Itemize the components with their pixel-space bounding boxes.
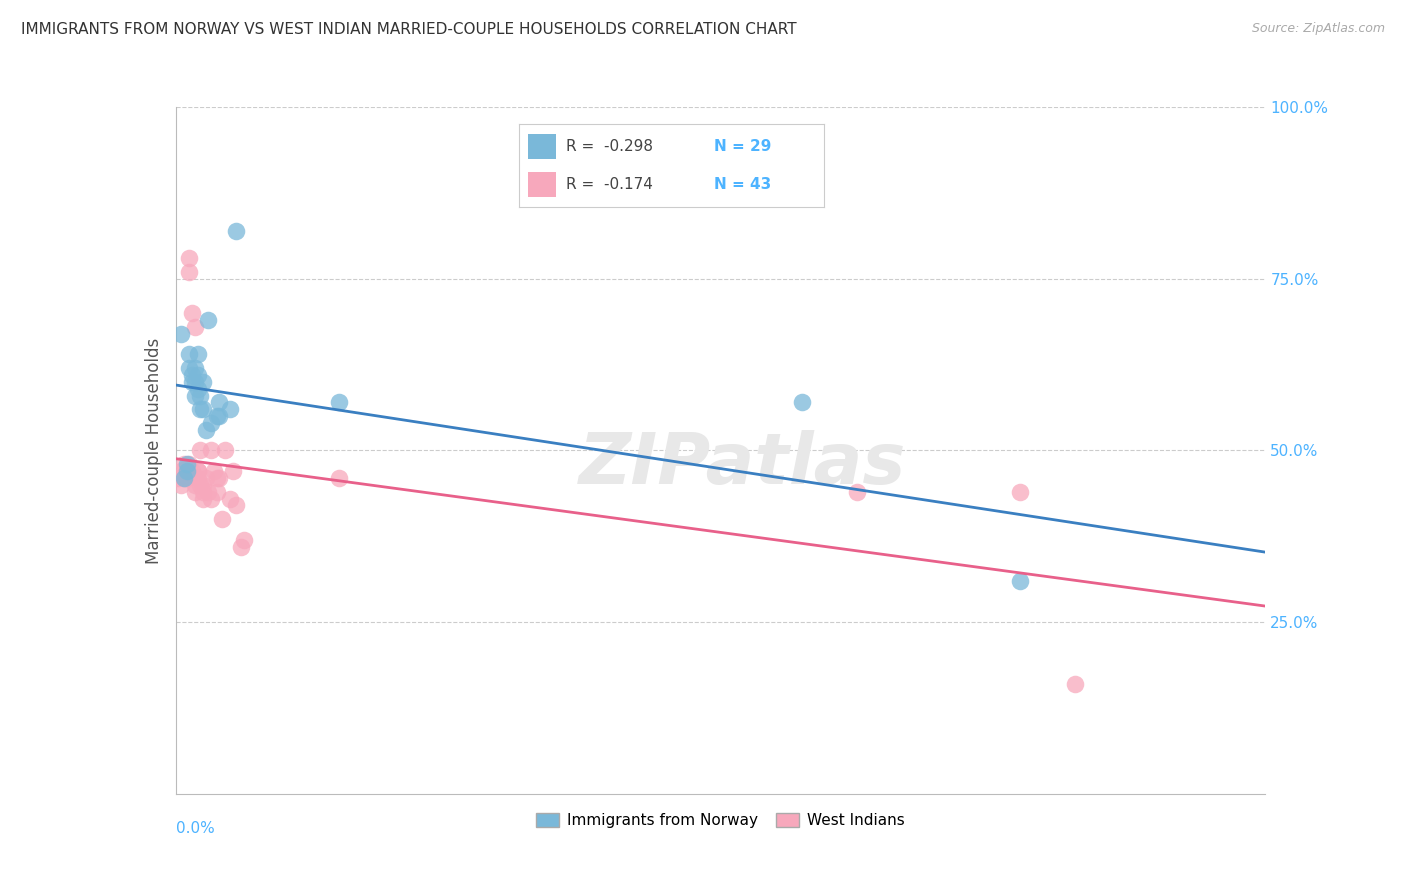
- Point: [181, 375, 204, 389]
- Point: [186, 382, 209, 396]
- Point: [219, 491, 242, 506]
- Point: [792, 395, 814, 409]
- Point: [179, 457, 201, 471]
- Point: [222, 464, 245, 478]
- Point: [170, 464, 193, 478]
- Point: [186, 471, 209, 485]
- Point: [205, 484, 228, 499]
- Y-axis label: Married-couple Households: Married-couple Households: [145, 337, 163, 564]
- Point: [170, 478, 193, 492]
- Point: [176, 457, 198, 471]
- Point: [188, 388, 211, 402]
- Point: [214, 443, 236, 458]
- Text: 0.0%: 0.0%: [176, 822, 215, 837]
- Point: [176, 464, 198, 478]
- Point: [191, 402, 214, 417]
- Point: [208, 409, 231, 423]
- Point: [179, 464, 201, 478]
- Point: [184, 478, 207, 492]
- Point: [184, 388, 207, 402]
- Point: [191, 478, 214, 492]
- Point: [205, 471, 228, 485]
- Text: Source: ZipAtlas.com: Source: ZipAtlas.com: [1251, 22, 1385, 36]
- Point: [179, 265, 201, 279]
- Point: [186, 464, 209, 478]
- Point: [232, 533, 254, 547]
- Point: [1063, 677, 1085, 691]
- Point: [186, 347, 209, 361]
- Point: [1010, 574, 1032, 588]
- Point: [225, 499, 247, 513]
- Point: [225, 224, 247, 238]
- Point: [328, 395, 350, 409]
- Point: [211, 512, 233, 526]
- Point: [845, 484, 868, 499]
- Point: [188, 443, 211, 458]
- Text: IMMIGRANTS FROM NORWAY VS WEST INDIAN MARRIED-COUPLE HOUSEHOLDS CORRELATION CHAR: IMMIGRANTS FROM NORWAY VS WEST INDIAN MA…: [21, 22, 797, 37]
- Point: [231, 540, 253, 554]
- Point: [197, 484, 219, 499]
- Point: [208, 471, 231, 485]
- Text: ZIPatlas: ZIPatlas: [579, 430, 905, 499]
- Point: [170, 326, 193, 341]
- Legend: Immigrants from Norway, West Indians: Immigrants from Norway, West Indians: [530, 807, 911, 834]
- Point: [188, 478, 211, 492]
- Point: [208, 395, 231, 409]
- Point: [200, 443, 222, 458]
- Point: [205, 409, 228, 423]
- Point: [197, 313, 219, 327]
- Point: [191, 484, 214, 499]
- Point: [173, 471, 195, 485]
- Point: [176, 471, 198, 485]
- Point: [200, 416, 222, 430]
- Point: [167, 471, 190, 485]
- Point: [328, 471, 350, 485]
- Point: [184, 484, 207, 499]
- Point: [184, 361, 207, 376]
- Point: [179, 347, 201, 361]
- Point: [191, 375, 214, 389]
- Point: [191, 491, 214, 506]
- Point: [173, 471, 195, 485]
- Point: [184, 319, 207, 334]
- Point: [188, 402, 211, 417]
- Point: [176, 464, 198, 478]
- Point: [186, 464, 209, 478]
- Point: [200, 491, 222, 506]
- Point: [179, 251, 201, 265]
- Point: [181, 464, 204, 478]
- Point: [173, 457, 195, 471]
- Point: [181, 368, 204, 382]
- Point: [181, 306, 204, 320]
- Point: [179, 361, 201, 376]
- Point: [1010, 484, 1032, 499]
- Point: [194, 471, 217, 485]
- Point: [184, 375, 207, 389]
- Point: [219, 402, 242, 417]
- Point: [186, 368, 209, 382]
- Point: [202, 464, 225, 478]
- Point: [194, 423, 217, 437]
